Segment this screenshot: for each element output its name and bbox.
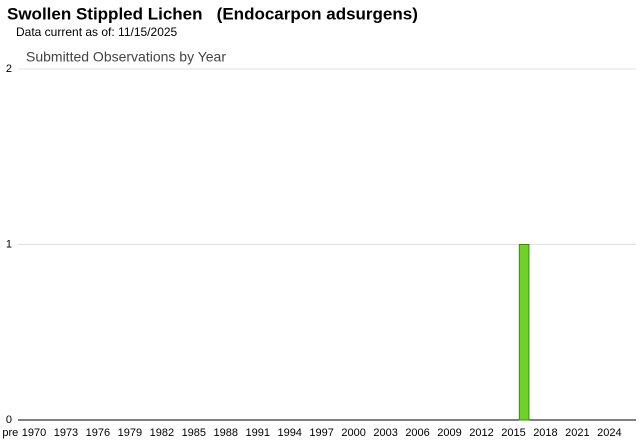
- bar: [518, 244, 530, 421]
- x-tick-label: 1973: [54, 427, 78, 439]
- x-tick-label: 2018: [533, 427, 557, 439]
- x-tick-label: 1979: [118, 427, 142, 439]
- x-tick-label: 1985: [182, 427, 206, 439]
- x-tick-label: 1988: [214, 427, 238, 439]
- x-tick-label: 2015: [501, 427, 525, 439]
- x-tick-label: 2021: [565, 427, 589, 439]
- page-subtitle: Data current as of: 11/15/2025: [16, 25, 178, 39]
- x-tick-label: 2006: [405, 427, 429, 439]
- x-tick-label: pre: [2, 427, 18, 439]
- chart-title: Submitted Observations by Year: [26, 49, 226, 65]
- x-tick-label: 1991: [245, 427, 269, 439]
- x-tick-label: 1970: [22, 427, 46, 439]
- x-tick-label: 1994: [277, 427, 301, 439]
- x-tick-label: 2012: [469, 427, 493, 439]
- x-tick-label: 2003: [373, 427, 397, 439]
- x-tick-label: 2000: [341, 427, 365, 439]
- x-tick-label: 2024: [597, 427, 621, 439]
- x-tick-label: 1976: [86, 427, 110, 439]
- page-title: Swollen Stippled Lichen (Endocarpon adsu…: [7, 4, 418, 23]
- y-tick-label: 2: [6, 63, 12, 75]
- x-tick-label: 2009: [437, 427, 461, 439]
- x-tick-label: 1982: [150, 427, 174, 439]
- y-tick-label: 1: [6, 238, 12, 250]
- x-tick-label: 1997: [309, 427, 333, 439]
- y-tick-label: 0: [6, 414, 12, 426]
